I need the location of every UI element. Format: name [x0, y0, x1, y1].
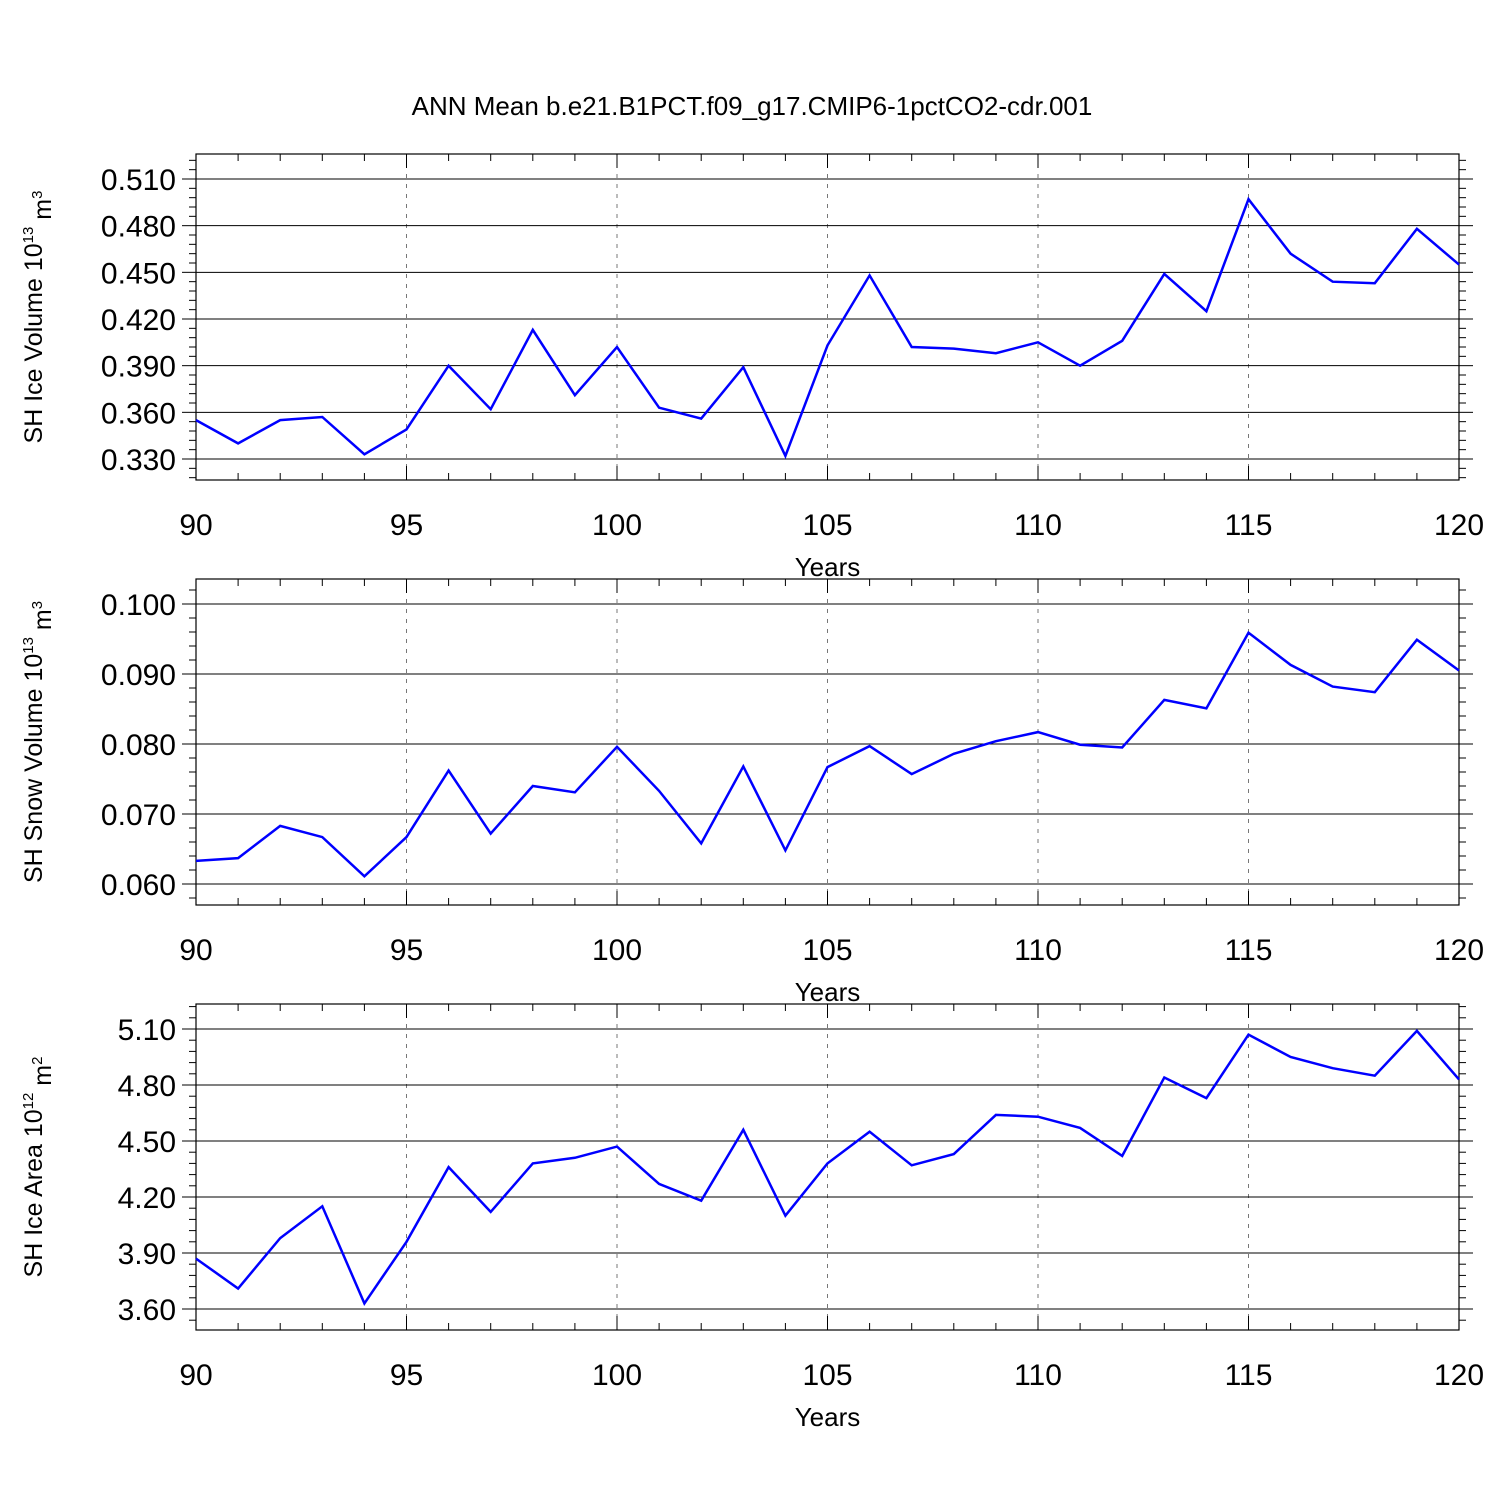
y-axis-label-exp: 13 — [20, 637, 37, 654]
y-tick-label: 0.070 — [101, 799, 176, 832]
y-tick-label: 0.450 — [101, 257, 176, 290]
x-tick-label: 105 — [802, 1359, 852, 1392]
series-line — [195, 196, 1460, 460]
y-axis-label-unit: m — [29, 609, 57, 637]
y-tick-label: 5.10 — [118, 1014, 176, 1047]
y-axis-label-unit-exp: 3 — [29, 601, 46, 609]
y-axis-label-exp: 12 — [20, 1093, 37, 1110]
x-axis-label: Years — [795, 1402, 861, 1432]
y-tick-label: 0.360 — [101, 397, 176, 430]
y-tick-label: 3.90 — [118, 1238, 176, 1271]
y-tick-label: 4.50 — [118, 1126, 176, 1159]
y-axis-label-exp: 13 — [20, 227, 37, 244]
x-tick-label: 120 — [1434, 1359, 1484, 1392]
y-tick-label: 0.060 — [101, 869, 176, 902]
y-axis-label: SH Ice Volume 1013 m3 — [20, 191, 57, 444]
x-tick-label: 100 — [592, 934, 642, 967]
chart-panel-3: 3.60 3.90 4.20 4.50 4.80 5.10 90 95 100 105 110 115… — [20, 1003, 1484, 1432]
x-tick-label: 100 — [592, 1359, 642, 1392]
x-tick-label: 95 — [390, 509, 423, 542]
y-tick-label: 3.60 — [118, 1294, 176, 1327]
y-tick-label: 0.080 — [101, 729, 176, 762]
x-axis-label: Years — [795, 552, 861, 582]
x-tick-label: 90 — [179, 1359, 212, 1392]
x-tick-label: 115 — [1225, 934, 1273, 967]
x-tick-label: 105 — [802, 934, 852, 967]
y-tick-label: 0.100 — [101, 589, 176, 622]
chart-title: ANN Mean b.e21.B1PCT.f09_g17.CMIP6-1pctC… — [412, 91, 1093, 121]
y-axis-label-main: SH Ice Area 10 — [20, 1109, 48, 1277]
series-line — [195, 1029, 1460, 1306]
x-tick-label: 95 — [390, 1359, 423, 1392]
y-axis-label-unit-exp: 3 — [29, 191, 46, 199]
series-line — [195, 630, 1460, 879]
x-tick-label: 90 — [179, 509, 212, 542]
y-tick-label: 0.420 — [101, 304, 176, 337]
x-tick-label: 110 — [1014, 1359, 1062, 1392]
y-axis-label-main: SH Ice Volume 10 — [20, 243, 48, 443]
x-axis-label: Years — [795, 977, 861, 1007]
y-axis-label: SH Snow Volume 1013 m3 — [20, 601, 57, 883]
y-tick-label: 0.510 — [101, 164, 176, 197]
chart-panel-2: 0.060 0.070 0.080 0.090 0.100 90 95 100 105 110 11… — [20, 578, 1484, 1007]
x-tick-label: 105 — [802, 509, 852, 542]
x-tick-label: 115 — [1225, 509, 1273, 542]
y-axis-label: SH Ice Area 1012 m2 — [20, 1057, 57, 1278]
y-tick-label: 0.090 — [101, 659, 176, 692]
y-tick-label: 0.390 — [101, 351, 176, 384]
y-tick-label: 4.20 — [118, 1182, 176, 1215]
x-tick-label: 110 — [1014, 934, 1062, 967]
y-tick-label: 0.480 — [101, 211, 176, 244]
chart-panel-1: 0.330 0.360 0.390 0.420 0.450 0.480 0.510 90 95 1… — [20, 153, 1484, 582]
y-axis-label-unit: m — [29, 1065, 57, 1093]
x-tick-label: 120 — [1434, 509, 1484, 542]
x-tick-label: 95 — [390, 934, 423, 967]
x-tick-label: 100 — [592, 509, 642, 542]
y-tick-label: 4.80 — [118, 1070, 176, 1103]
x-tick-label: 115 — [1225, 1359, 1273, 1392]
y-axis-label-unit-exp: 2 — [29, 1057, 46, 1065]
y-axis-label-main: SH Snow Volume 10 — [20, 654, 48, 883]
x-tick-label: 120 — [1434, 934, 1484, 967]
x-tick-label: 90 — [179, 934, 212, 967]
y-axis-label-unit: m — [29, 199, 57, 227]
x-tick-label: 110 — [1014, 509, 1062, 542]
y-tick-label: 0.330 — [101, 444, 176, 477]
